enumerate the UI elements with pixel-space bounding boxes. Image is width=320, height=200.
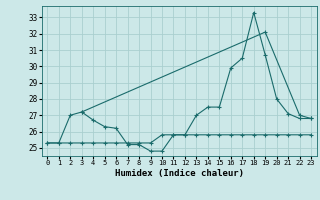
X-axis label: Humidex (Indice chaleur): Humidex (Indice chaleur) — [115, 169, 244, 178]
